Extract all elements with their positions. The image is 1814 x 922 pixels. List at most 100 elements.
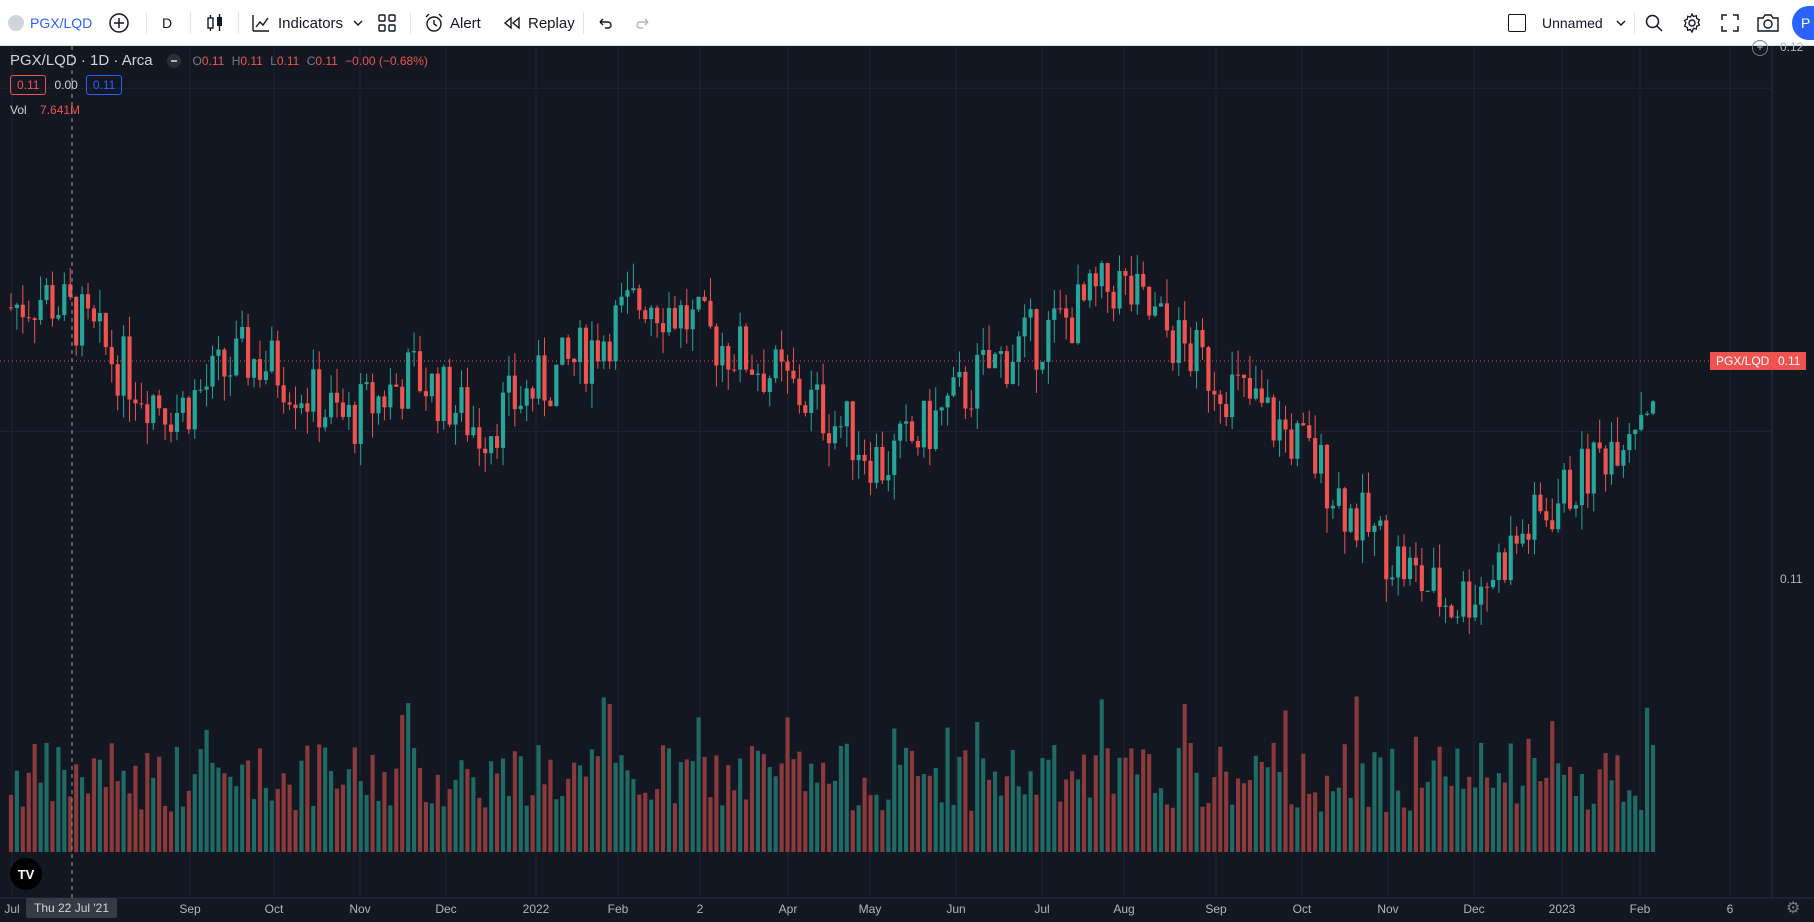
candle-body [68, 284, 73, 297]
indicators-button[interactable]: Indicators [250, 0, 343, 46]
volume-legend: Vol 7.641M [10, 103, 428, 117]
layout-name-button[interactable]: Unnamed [1542, 0, 1627, 46]
candle-body [1301, 423, 1306, 426]
candle-body [595, 340, 600, 362]
volume-bar [821, 762, 826, 852]
volume-bar [1390, 748, 1395, 852]
candle-body [340, 402, 346, 418]
candle-body [874, 447, 879, 483]
candle-body [204, 386, 209, 390]
change-value: −0.00 (−0.68%) [345, 53, 428, 68]
fullscreen-button[interactable] [1720, 0, 1740, 46]
time-axis-label: Aug [1113, 902, 1135, 916]
candle-body [257, 359, 263, 380]
indicators-dropdown[interactable] [352, 0, 364, 46]
volume-bar [370, 754, 375, 852]
volume-bar [1170, 807, 1175, 852]
volume-bar [1070, 771, 1075, 852]
volume-bar [174, 746, 180, 852]
volume-bar [1484, 777, 1490, 852]
volume-bar [151, 777, 156, 852]
volume-bar [1259, 761, 1264, 852]
candle-body [1413, 557, 1418, 566]
candle-body [1004, 351, 1009, 385]
axis-settings-gear-icon[interactable]: ⚙ [1786, 900, 1801, 917]
ask-tag[interactable]: 0.11 [85, 75, 123, 95]
time-axis-label: Oct [1292, 902, 1312, 916]
candle-body [1135, 274, 1140, 305]
volume-bar [1437, 746, 1442, 852]
interval-button[interactable]: D [162, 15, 173, 31]
search-button[interactable] [1644, 0, 1664, 46]
volume-bar [643, 792, 648, 852]
volume-bar [293, 809, 298, 852]
tradingview-logo[interactable]: TV [10, 858, 42, 890]
candle-body [1070, 317, 1075, 344]
templates-button[interactable] [377, 0, 397, 46]
candle-body [1544, 511, 1549, 521]
volume-bar [192, 774, 197, 852]
symbol-search-button[interactable]: PGX/LQD [8, 0, 92, 46]
candle-body [1479, 586, 1484, 605]
settings-button[interactable] [1681, 0, 1703, 46]
candle-body [1585, 448, 1590, 494]
camera-icon [1757, 14, 1779, 32]
volume-bar [1550, 721, 1555, 852]
volume-bar [957, 756, 962, 852]
candle-body [773, 349, 778, 379]
chart-type-button[interactable] [204, 0, 226, 46]
volume-bar [91, 758, 97, 852]
candle-body [346, 404, 351, 418]
bid-tag[interactable]: 0.11 [10, 75, 47, 95]
candle-body [1093, 273, 1098, 287]
volume-bar [1639, 809, 1644, 852]
candle-body [826, 433, 832, 444]
candle-body [607, 341, 612, 362]
chevron-down-icon [353, 20, 363, 26]
volume-bar [1514, 803, 1519, 852]
volume-bar [323, 747, 328, 852]
candlestick-chart[interactable] [0, 46, 1814, 922]
candle-body [856, 454, 861, 461]
publish-button[interactable]: P [1792, 6, 1814, 40]
legend-collapse-icon[interactable] [166, 53, 181, 68]
candle-body [506, 375, 511, 393]
layout-checkbox[interactable] [1508, 0, 1526, 46]
zoom-plus-icon[interactable]: + [1752, 40, 1768, 56]
volume-bar [1603, 753, 1608, 852]
candle-body [1437, 567, 1442, 607]
time-axis[interactable]: Jul Sep Oct Nov Dec 2022 Feb 2 Apr May Jun Jul Aug Se… [0, 898, 1780, 922]
undo-button[interactable] [596, 0, 614, 46]
volume-bar [269, 800, 274, 852]
volume-bar [44, 743, 49, 852]
volume-bar [1645, 707, 1650, 852]
redo-button[interactable] [634, 0, 652, 46]
volume-bar [1591, 803, 1596, 852]
compare-add-symbol-button[interactable] [108, 0, 130, 46]
volume-bar [376, 801, 381, 852]
candle-body [963, 371, 968, 409]
candle-body [329, 392, 334, 418]
candle-body [1081, 284, 1087, 301]
candle-body [542, 355, 547, 401]
time-axis-label: 2023 [1548, 902, 1576, 916]
snapshot-button[interactable] [1756, 0, 1780, 46]
volume-bar [975, 721, 980, 852]
volume-bar [761, 754, 766, 852]
volume-bar [281, 773, 286, 852]
candle-body [370, 382, 375, 414]
chart-area[interactable] [0, 46, 1814, 922]
volume-bar [1301, 753, 1306, 852]
legend-title[interactable]: PGX/LQD · 1D · Arca [10, 52, 153, 69]
volume-bar [1129, 748, 1134, 852]
replay-button[interactable]: Replay [502, 0, 575, 46]
time-axis-label: 2022 [522, 902, 550, 916]
alert-button[interactable]: Alert [423, 0, 481, 46]
volume-bar [20, 806, 25, 852]
candle-body [1508, 535, 1513, 581]
volume-bar [139, 809, 144, 852]
volume-bar [1022, 794, 1027, 852]
candle-body [376, 396, 381, 414]
candle-body [1514, 535, 1519, 544]
candle-body [720, 346, 725, 366]
